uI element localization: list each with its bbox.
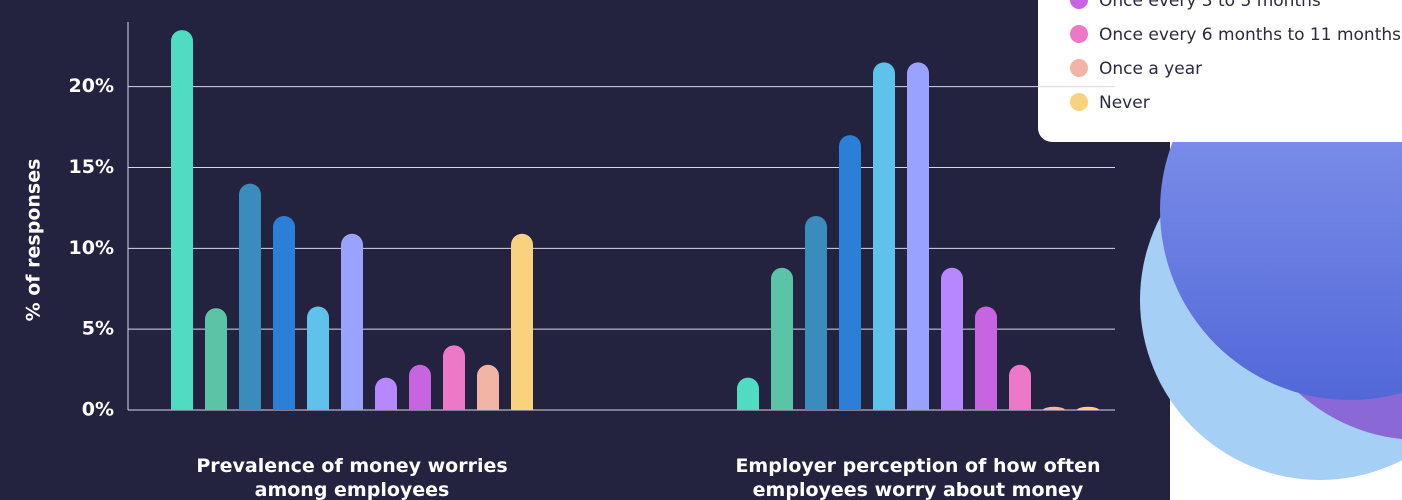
bar	[511, 233, 533, 410]
legend-marker	[1070, 25, 1088, 43]
bar	[239, 183, 261, 410]
legend-label: Once a year	[1099, 59, 1202, 79]
bar	[873, 62, 895, 411]
bar	[341, 233, 363, 410]
plot-background	[0, 0, 1170, 500]
category-label: Employer perception of how often employe…	[735, 455, 1101, 500]
y-tick-label: 10%	[69, 237, 114, 259]
category-label: Prevalence of money worries among employ…	[196, 455, 508, 500]
bar	[443, 345, 465, 410]
legend-label: Once every 3 to 5 months	[1099, 0, 1321, 11]
bar	[273, 216, 295, 410]
legend-label: Once every 6 months to 11 months	[1099, 25, 1401, 45]
bar	[941, 267, 963, 410]
bar	[375, 377, 397, 410]
bar	[409, 364, 431, 410]
bar	[975, 306, 997, 410]
bar	[805, 216, 827, 410]
y-tick-label: 0%	[82, 399, 114, 421]
bar	[1009, 364, 1031, 410]
bar	[1077, 406, 1099, 410]
bar	[737, 377, 759, 410]
y-tick-label: 5%	[82, 318, 114, 340]
bar	[771, 267, 793, 410]
bar	[171, 30, 193, 410]
legend-box	[1038, 0, 1402, 142]
bar	[205, 308, 227, 410]
bar	[1043, 406, 1065, 410]
bar	[839, 135, 861, 410]
bar	[477, 364, 499, 410]
legend-marker	[1070, 59, 1088, 77]
legend-marker	[1070, 93, 1088, 111]
y-tick-label: 15%	[69, 156, 114, 178]
legend-label: Never	[1099, 93, 1150, 113]
legend-marker	[1070, 0, 1088, 9]
bar	[307, 306, 329, 410]
y-axis-label: % of responses	[23, 159, 45, 322]
bar	[907, 62, 929, 411]
y-tick-label: 20%	[69, 75, 114, 97]
